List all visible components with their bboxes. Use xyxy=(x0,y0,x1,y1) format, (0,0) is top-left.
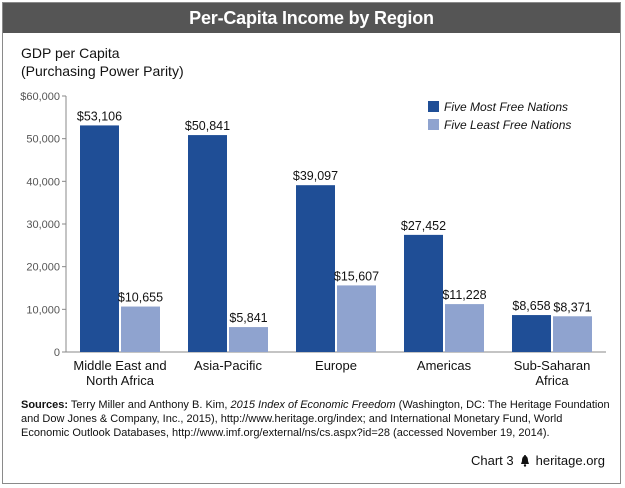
bar-most-free xyxy=(404,234,443,352)
value-label-least-free: $11,228 xyxy=(442,288,486,302)
bar-most-free xyxy=(512,315,551,352)
footer: Chart 3 heritage.org xyxy=(471,453,605,468)
sources-italic-title: 2015 Index of Economic Freedom xyxy=(230,399,396,411)
y-tick-label: 20,000 xyxy=(26,262,60,274)
value-label-least-free: $8,371 xyxy=(553,300,591,314)
legend-swatch xyxy=(428,101,439,112)
y-axis-title-line-2: (Purchasing Power Parity) xyxy=(21,63,184,79)
bar-least-free xyxy=(445,304,484,352)
y-tick-label: 10,000 xyxy=(26,304,60,316)
y-tick-label: 0 xyxy=(54,347,60,359)
y-tick-label: 50,000 xyxy=(26,134,60,146)
sources-prefix: Sources: xyxy=(21,399,69,411)
value-label-least-free: $5,841 xyxy=(229,311,267,325)
bar-most-free xyxy=(80,125,119,352)
site-name: heritage.org xyxy=(535,453,605,468)
value-label-most-free: $53,106 xyxy=(77,109,122,123)
chart-number: Chart 3 xyxy=(470,453,514,468)
category-label: Middle East and xyxy=(73,358,166,373)
value-label-most-free: $8,658 xyxy=(512,299,550,313)
legend-label: Five Most Free Nations xyxy=(444,100,568,114)
value-label-most-free: $50,841 xyxy=(185,119,230,133)
chart-title: Per-Capita Income by Region xyxy=(189,7,434,28)
liberty-bell-icon xyxy=(520,454,529,467)
y-tick-label: $60,000 xyxy=(20,91,60,103)
bar-least-free xyxy=(229,327,268,352)
y-axis-title-line-1: GDP per Capita xyxy=(21,45,120,61)
value-label-least-free: $10,655 xyxy=(118,291,163,305)
sources-note: Sources: Terry Miller and Anthony B. Kim… xyxy=(21,398,611,440)
bar-most-free xyxy=(188,135,227,352)
category-label: Africa xyxy=(535,373,569,388)
legend-swatch xyxy=(428,119,439,130)
category-label: Sub-Saharan xyxy=(514,358,591,373)
bar-least-free xyxy=(337,285,376,352)
y-tick-label: 30,000 xyxy=(26,219,60,231)
category-label: Americas xyxy=(417,358,472,373)
y-tick-label: 40,000 xyxy=(26,176,60,188)
value-label-most-free: $27,452 xyxy=(401,219,446,233)
bar-least-free xyxy=(553,316,592,352)
value-label-most-free: $39,097 xyxy=(293,169,338,183)
category-label: North Africa xyxy=(86,373,155,388)
category-label: Asia-Pacific xyxy=(194,358,262,373)
category-label: Europe xyxy=(315,358,357,373)
bar-most-free xyxy=(296,185,335,352)
sources-text-1: Terry Miller and Anthony B. Kim, xyxy=(68,399,231,411)
bar-least-free xyxy=(121,306,160,352)
title-bar: Per-Capita Income by Region xyxy=(3,3,620,33)
value-label-least-free: $15,607 xyxy=(334,269,379,283)
sources-text-2: (Washington, DC: The Heritage Foundation… xyxy=(21,399,610,439)
legend-label: Five Least Free Nations xyxy=(444,118,571,132)
y-axis-title: GDP per Capita (Purchasing Power Parity) xyxy=(21,44,184,80)
chart-frame xyxy=(2,2,621,484)
